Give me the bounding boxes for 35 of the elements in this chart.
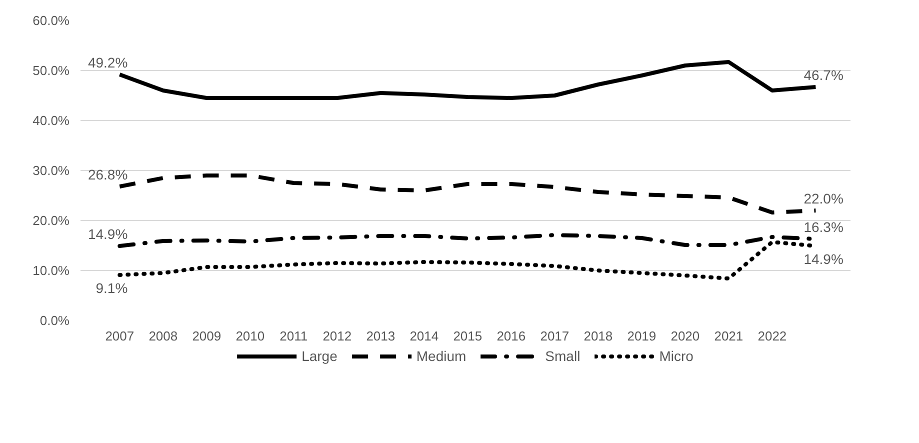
x-tick-label: 2014 <box>410 328 439 344</box>
x-tick-label: 2021 <box>714 328 744 344</box>
x-tick-label: 2007 <box>105 328 134 344</box>
data-label: 14.9% <box>88 226 128 242</box>
legend-label: Small <box>545 348 580 364</box>
data-label: 49.2% <box>88 54 128 70</box>
legend-label: Medium <box>416 348 466 364</box>
x-tick-label: 2013 <box>366 328 396 344</box>
x-tick-label: 2019 <box>627 328 656 344</box>
x-tick-label: 2022 <box>758 328 787 344</box>
x-tick-label: 2010 <box>236 328 265 344</box>
y-tick-label: 20.0% <box>32 213 70 228</box>
x-tick-label: 2015 <box>453 328 482 344</box>
data-label: 46.7% <box>804 67 844 83</box>
legend-label: Large <box>302 348 338 364</box>
x-tick-label: 2018 <box>584 328 613 344</box>
data-label: 9.1% <box>96 280 128 296</box>
y-tick-label: 0.0% <box>40 313 70 328</box>
data-label: 14.9% <box>804 251 844 267</box>
x-tick-label: 2008 <box>148 328 178 344</box>
x-tick-label: 2017 <box>540 328 570 344</box>
x-tick-label: 2009 <box>192 328 222 344</box>
data-label: 16.3% <box>804 219 844 235</box>
y-tick-label: 60.0% <box>32 13 70 28</box>
y-tick-label: 10.0% <box>32 263 70 278</box>
y-tick-label: 40.0% <box>32 113 70 128</box>
x-tick-label: 2012 <box>322 328 352 344</box>
y-tick-label: 30.0% <box>32 163 70 178</box>
data-label: 22.0% <box>804 190 844 206</box>
x-tick-label: 2011 <box>280 328 308 344</box>
y-tick-label: 50.0% <box>32 63 70 78</box>
data-label: 26.8% <box>88 166 128 182</box>
x-tick-label: 2016 <box>496 328 526 344</box>
legend-label: Micro <box>659 348 694 364</box>
x-tick-label: 2020 <box>670 328 700 344</box>
